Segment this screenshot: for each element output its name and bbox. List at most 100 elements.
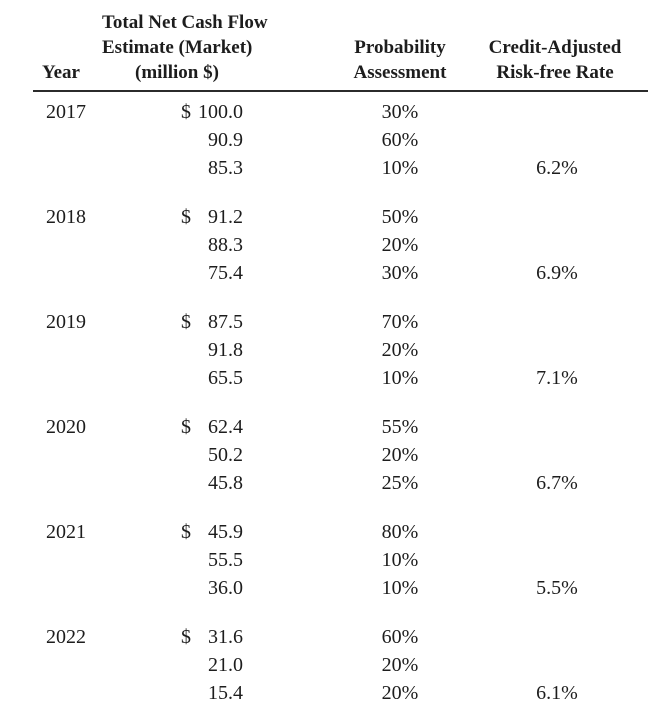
cash-amount: 87.5 (208, 310, 243, 333)
cash-flow-cell: 15.4 (181, 682, 243, 705)
column-header-probability: Probability Assessment (340, 35, 460, 85)
rate-cell: 6.1% (536, 681, 578, 704)
probability-cell: 60% (381, 128, 419, 151)
probability-cell: 20% (381, 338, 419, 361)
header-divider (33, 90, 648, 92)
cash-amount: 90.9 (208, 128, 243, 151)
table-row: 45.8 25% 6.7% (0, 469, 650, 497)
year-cell: 2018 (46, 205, 86, 228)
probability-cell: 10% (381, 156, 419, 179)
cash-flow-cell: 45.8 (181, 472, 243, 495)
cash-amount: 45.8 (208, 471, 243, 494)
probability-cell: 10% (381, 576, 419, 599)
year-cell: 2019 (46, 310, 86, 333)
dollar-sign: $ (181, 415, 191, 438)
table-row: 2022 $ 31.6 60% (0, 623, 650, 651)
year-header-label: Year (42, 62, 80, 83)
probability-cell: 30% (381, 261, 419, 284)
cash-header-line3: (million $) (135, 62, 219, 83)
year-block-2020: 2020 $ 62.4 55% 50.2 20% (0, 413, 650, 497)
prob-header-line2: Assessment (353, 62, 447, 83)
table-row: 90.9 60% (0, 126, 650, 154)
probability-cell: 80% (381, 520, 419, 543)
cash-amount: 62.4 (208, 415, 243, 438)
dollar-sign: $ (181, 100, 191, 123)
dollar-sign (181, 472, 195, 495)
probability-cell: 70% (381, 310, 419, 333)
probability-cell: 50% (381, 205, 419, 228)
dollar-sign (181, 444, 195, 467)
table-row: 15.4 20% 6.1% (0, 679, 650, 707)
cash-flow-cell: 85.3 (181, 157, 243, 180)
rate-cell: 6.7% (536, 471, 578, 494)
cash-flow-cell: $ 45.9 (181, 521, 243, 544)
table-body: 2017 $ 100.0 30% 90.9 60% (0, 98, 650, 707)
cash-flow-cell: 65.5 (181, 367, 243, 390)
year-cell: 2020 (46, 415, 86, 438)
year-block-2019: 2019 $ 87.5 70% 91.8 20% (0, 308, 650, 392)
cash-amount: 91.8 (208, 338, 243, 361)
cash-flow-cell: $ 91.2 (181, 206, 243, 229)
rate-cell: 5.5% (536, 576, 578, 599)
dollar-sign (181, 339, 195, 362)
cash-amount: 65.5 (208, 366, 243, 389)
table-row: 21.0 20% (0, 651, 650, 679)
probability-cell: 25% (381, 471, 419, 494)
cash-amount: 88.3 (208, 233, 243, 256)
table-row: 55.5 10% (0, 546, 650, 574)
probability-cell: 10% (381, 366, 419, 389)
probability-cell: 55% (381, 415, 419, 438)
dollar-sign: $ (181, 310, 191, 333)
dollar-sign: $ (181, 625, 191, 648)
table-row: 36.0 10% 5.5% (0, 574, 650, 602)
table-row: 91.8 20% (0, 336, 650, 364)
cash-amount: 50.2 (208, 443, 243, 466)
cash-flow-cell: 55.5 (181, 549, 243, 572)
table-row: 2019 $ 87.5 70% (0, 308, 650, 336)
dollar-sign (181, 549, 195, 572)
cash-amount: 75.4 (208, 261, 243, 284)
cash-header-line1: Total Net Cash Flow (102, 12, 268, 33)
rate-header-line2: Risk-free Rate (496, 62, 614, 83)
cash-flow-cell: 21.0 (181, 654, 243, 677)
cash-amount: 31.6 (208, 625, 243, 648)
probability-cell: 20% (381, 681, 419, 704)
column-header-rate: Credit-Adjusted Risk-free Rate (475, 35, 635, 85)
dollar-sign (181, 654, 195, 677)
dollar-sign: $ (181, 520, 191, 543)
dollar-sign (181, 367, 195, 390)
rate-cell: 6.9% (536, 261, 578, 284)
rate-cell: 6.2% (536, 156, 578, 179)
dollar-sign (181, 682, 195, 705)
probability-cell: 20% (381, 653, 419, 676)
probability-cell: 60% (381, 625, 419, 648)
year-cell: 2017 (46, 100, 86, 123)
year-block-2017: 2017 $ 100.0 30% 90.9 60% (0, 98, 650, 182)
table-row: 75.4 30% 6.9% (0, 259, 650, 287)
table-header: Year Total Net Cash Flow Estimate (Marke… (0, 0, 650, 85)
rate-header-line1: Credit-Adjusted (488, 37, 622, 58)
table-row: 85.3 10% 6.2% (0, 154, 650, 182)
probability-cell: 20% (381, 443, 419, 466)
column-header-cash-flow: Total Net Cash Flow Estimate (Market) (m… (102, 10, 268, 85)
cash-amount: 15.4 (208, 681, 243, 704)
cash-flow-cell: $ 100.0 (181, 101, 243, 124)
cash-flow-cell: 91.8 (181, 339, 243, 362)
cash-flow-cell: 75.4 (181, 262, 243, 285)
year-cell: 2022 (46, 625, 86, 648)
cash-flow-cell: 90.9 (181, 129, 243, 152)
year-cell: 2021 (46, 520, 86, 543)
table-row: 2021 $ 45.9 80% (0, 518, 650, 546)
prob-header-line1: Probability (354, 37, 446, 58)
column-header-year: Year (0, 60, 100, 85)
cash-amount: 100.0 (198, 100, 243, 123)
cash-flow-cell: $ 62.4 (181, 416, 243, 439)
cash-flow-cell: $ 87.5 (181, 311, 243, 334)
rate-cell: 7.1% (536, 366, 578, 389)
dollar-sign: $ (181, 205, 191, 228)
table-row: 88.3 20% (0, 231, 650, 259)
table-row: 50.2 20% (0, 441, 650, 469)
cash-amount: 85.3 (208, 156, 243, 179)
cash-flow-cell: 50.2 (181, 444, 243, 467)
